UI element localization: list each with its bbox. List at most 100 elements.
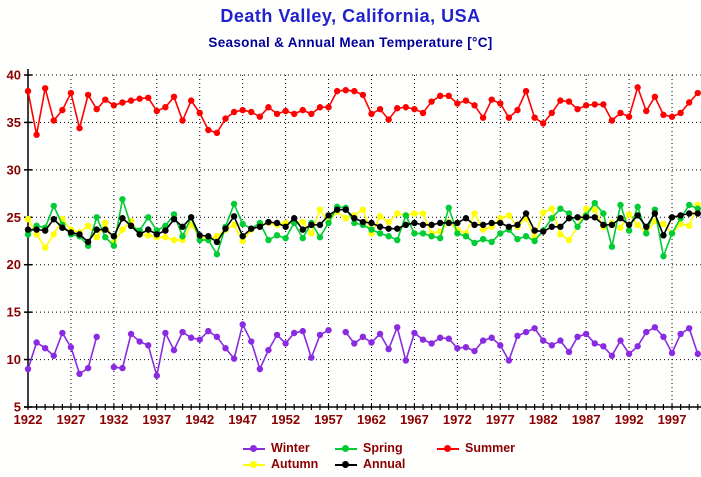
annual-data-point <box>162 227 169 234</box>
autumn-data-point <box>84 222 92 230</box>
annual-data-point <box>290 215 298 222</box>
winter-data-point <box>24 365 32 373</box>
chart-title: Death Valley, California, USA <box>220 6 481 26</box>
autumn-data-point <box>411 210 418 217</box>
winter-data-point <box>479 337 487 344</box>
spring-data-point <box>419 230 427 237</box>
y-tick-label: 40 <box>7 68 21 83</box>
summer-data-point <box>24 87 32 95</box>
summer-data-point <box>660 111 667 119</box>
spring-data-point <box>685 201 693 209</box>
summer-data-point <box>608 117 616 124</box>
spring-data-point <box>565 210 573 217</box>
annual-data-point <box>342 206 349 213</box>
annual-data-point <box>179 223 186 230</box>
legend-item-winter: Winter <box>243 441 335 455</box>
autumn-data-point <box>557 231 564 238</box>
summer-data-point <box>145 94 152 101</box>
summer-data-point <box>428 98 435 105</box>
annual-data-point <box>136 231 143 238</box>
spring-data-point <box>265 236 272 244</box>
winter-data-point <box>445 335 452 342</box>
winter-data-point <box>265 346 272 354</box>
legend-label: Autumn <box>271 457 319 471</box>
autumn-data-point <box>471 210 478 217</box>
summer-data-point <box>153 107 161 115</box>
annual-data-point <box>385 225 392 232</box>
spring-data-point <box>110 242 118 249</box>
autumn-data-point <box>548 205 556 212</box>
autumn-data-point <box>119 226 126 233</box>
summer-data-point <box>479 114 487 121</box>
annual-data-point <box>522 210 530 217</box>
x-tick-label: 1962 <box>357 412 386 427</box>
spring-data-point <box>488 238 495 246</box>
annual-data-point <box>694 210 701 217</box>
summer-data-point <box>59 106 66 114</box>
annual-data-point <box>102 226 109 233</box>
winter-data-point <box>394 324 401 331</box>
annual-data-point <box>359 218 367 226</box>
summer-data-point <box>540 120 547 127</box>
y-tick-label: 20 <box>7 257 21 272</box>
annual-data-point <box>239 233 246 240</box>
autumn-data-point <box>239 237 246 245</box>
legend-item-summer: Summer <box>437 441 577 455</box>
annual-data-point <box>145 226 152 233</box>
chart-subtitle: Seasonal & Annual Mean Temperature [°C] <box>208 35 493 50</box>
annual-data-point <box>127 222 135 230</box>
summer-data-point <box>248 108 255 116</box>
summer-data-point <box>488 96 495 103</box>
x-tick-label: 1992 <box>615 412 644 427</box>
spring-data-point <box>50 202 57 210</box>
annual-data-point <box>333 206 341 213</box>
winter-data-point <box>222 344 229 352</box>
summer-data-point <box>376 105 384 113</box>
winter-data-point <box>522 328 530 336</box>
annual-data-point <box>50 215 57 223</box>
y-tick-label: 30 <box>7 162 21 177</box>
summer-data-point <box>445 92 452 100</box>
autumn-data-point <box>102 219 109 227</box>
summer-data-point <box>299 106 306 114</box>
annual-data-point <box>591 214 598 221</box>
winter-data-point <box>462 344 470 351</box>
summer-data-point <box>471 102 478 109</box>
winter-data-point <box>351 340 358 347</box>
annual-data-point <box>33 226 40 233</box>
summer-data-point <box>385 116 392 123</box>
legend-item-annual: Annual <box>335 457 437 471</box>
winter-data-point <box>385 345 392 353</box>
summer-data-point <box>342 86 349 94</box>
annual-data-point <box>368 219 375 227</box>
winter-data-point <box>376 330 384 338</box>
annual-data-point <box>462 215 470 222</box>
spring-data-point <box>557 205 564 212</box>
summer-data-point <box>514 106 521 114</box>
autumn-data-point <box>685 222 693 230</box>
annual-data-point <box>230 213 238 220</box>
summer-data-point <box>574 105 581 113</box>
autumn-data-point <box>41 244 49 251</box>
winter-data-point <box>677 330 684 338</box>
spring-data-point <box>196 236 203 244</box>
spring-data-point <box>479 235 487 243</box>
spring-data-point <box>591 199 598 207</box>
autumn-data-point <box>213 233 221 240</box>
summer-data-point <box>222 115 229 122</box>
spring-data-point <box>376 230 384 237</box>
annual-data-point <box>531 227 538 234</box>
annual-data-point <box>617 215 624 222</box>
annual-data-point <box>574 214 581 221</box>
winter-data-point <box>196 336 203 343</box>
winter-data-point <box>497 342 504 349</box>
y-tick-label: 10 <box>7 352 21 367</box>
x-tick-label: 1977 <box>486 412 515 427</box>
summer-data-point <box>600 101 607 108</box>
winter-data-point <box>668 349 676 357</box>
summer-data-point <box>119 99 126 106</box>
winter-data-point <box>67 344 75 351</box>
annual-data-point <box>514 221 521 229</box>
winter-data-point <box>471 347 478 355</box>
